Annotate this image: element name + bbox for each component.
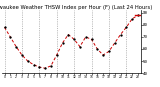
Title: Milwaukee Weather THSW Index per Hour (F) (Last 24 Hours): Milwaukee Weather THSW Index per Hour (F… <box>0 5 152 10</box>
